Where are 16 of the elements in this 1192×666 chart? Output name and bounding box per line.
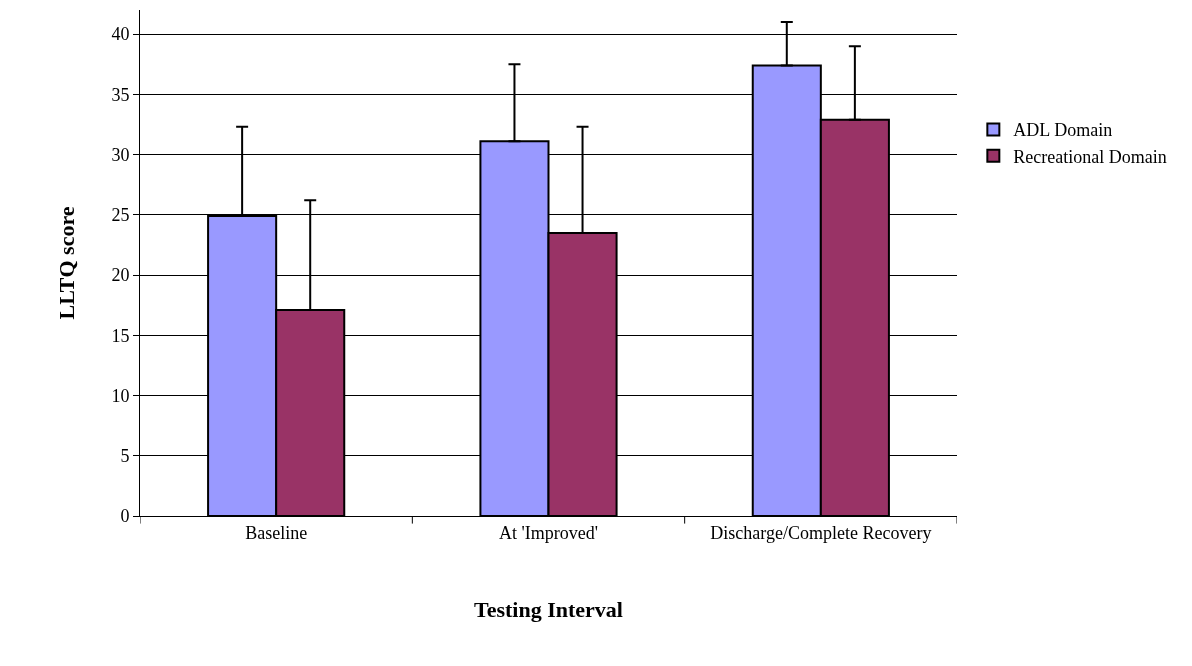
legend-label: ADL Domain xyxy=(1013,120,1113,141)
y-tick-label: 30 xyxy=(111,144,130,165)
y-axis-title: LLTQ score xyxy=(54,206,80,320)
y-tick-label: 5 xyxy=(120,446,130,467)
y-tick-label: 20 xyxy=(111,265,130,286)
x-tick-label: Discharge/Complete Recovery xyxy=(710,522,932,543)
y-tick-label: 15 xyxy=(111,325,130,346)
y-tick-label: 10 xyxy=(111,385,130,406)
y-tick-label: 40 xyxy=(111,24,130,45)
y-tick-label: 0 xyxy=(120,506,130,527)
legend-label: Recreational Domain xyxy=(1013,146,1167,167)
x-tick-label: Baseline xyxy=(245,522,308,543)
y-tick-label: 25 xyxy=(111,205,130,226)
x-tick-label: At 'Improved' xyxy=(499,522,598,543)
x-axis-title: Testing Interval xyxy=(474,597,623,623)
y-tick-label: 35 xyxy=(111,84,130,105)
